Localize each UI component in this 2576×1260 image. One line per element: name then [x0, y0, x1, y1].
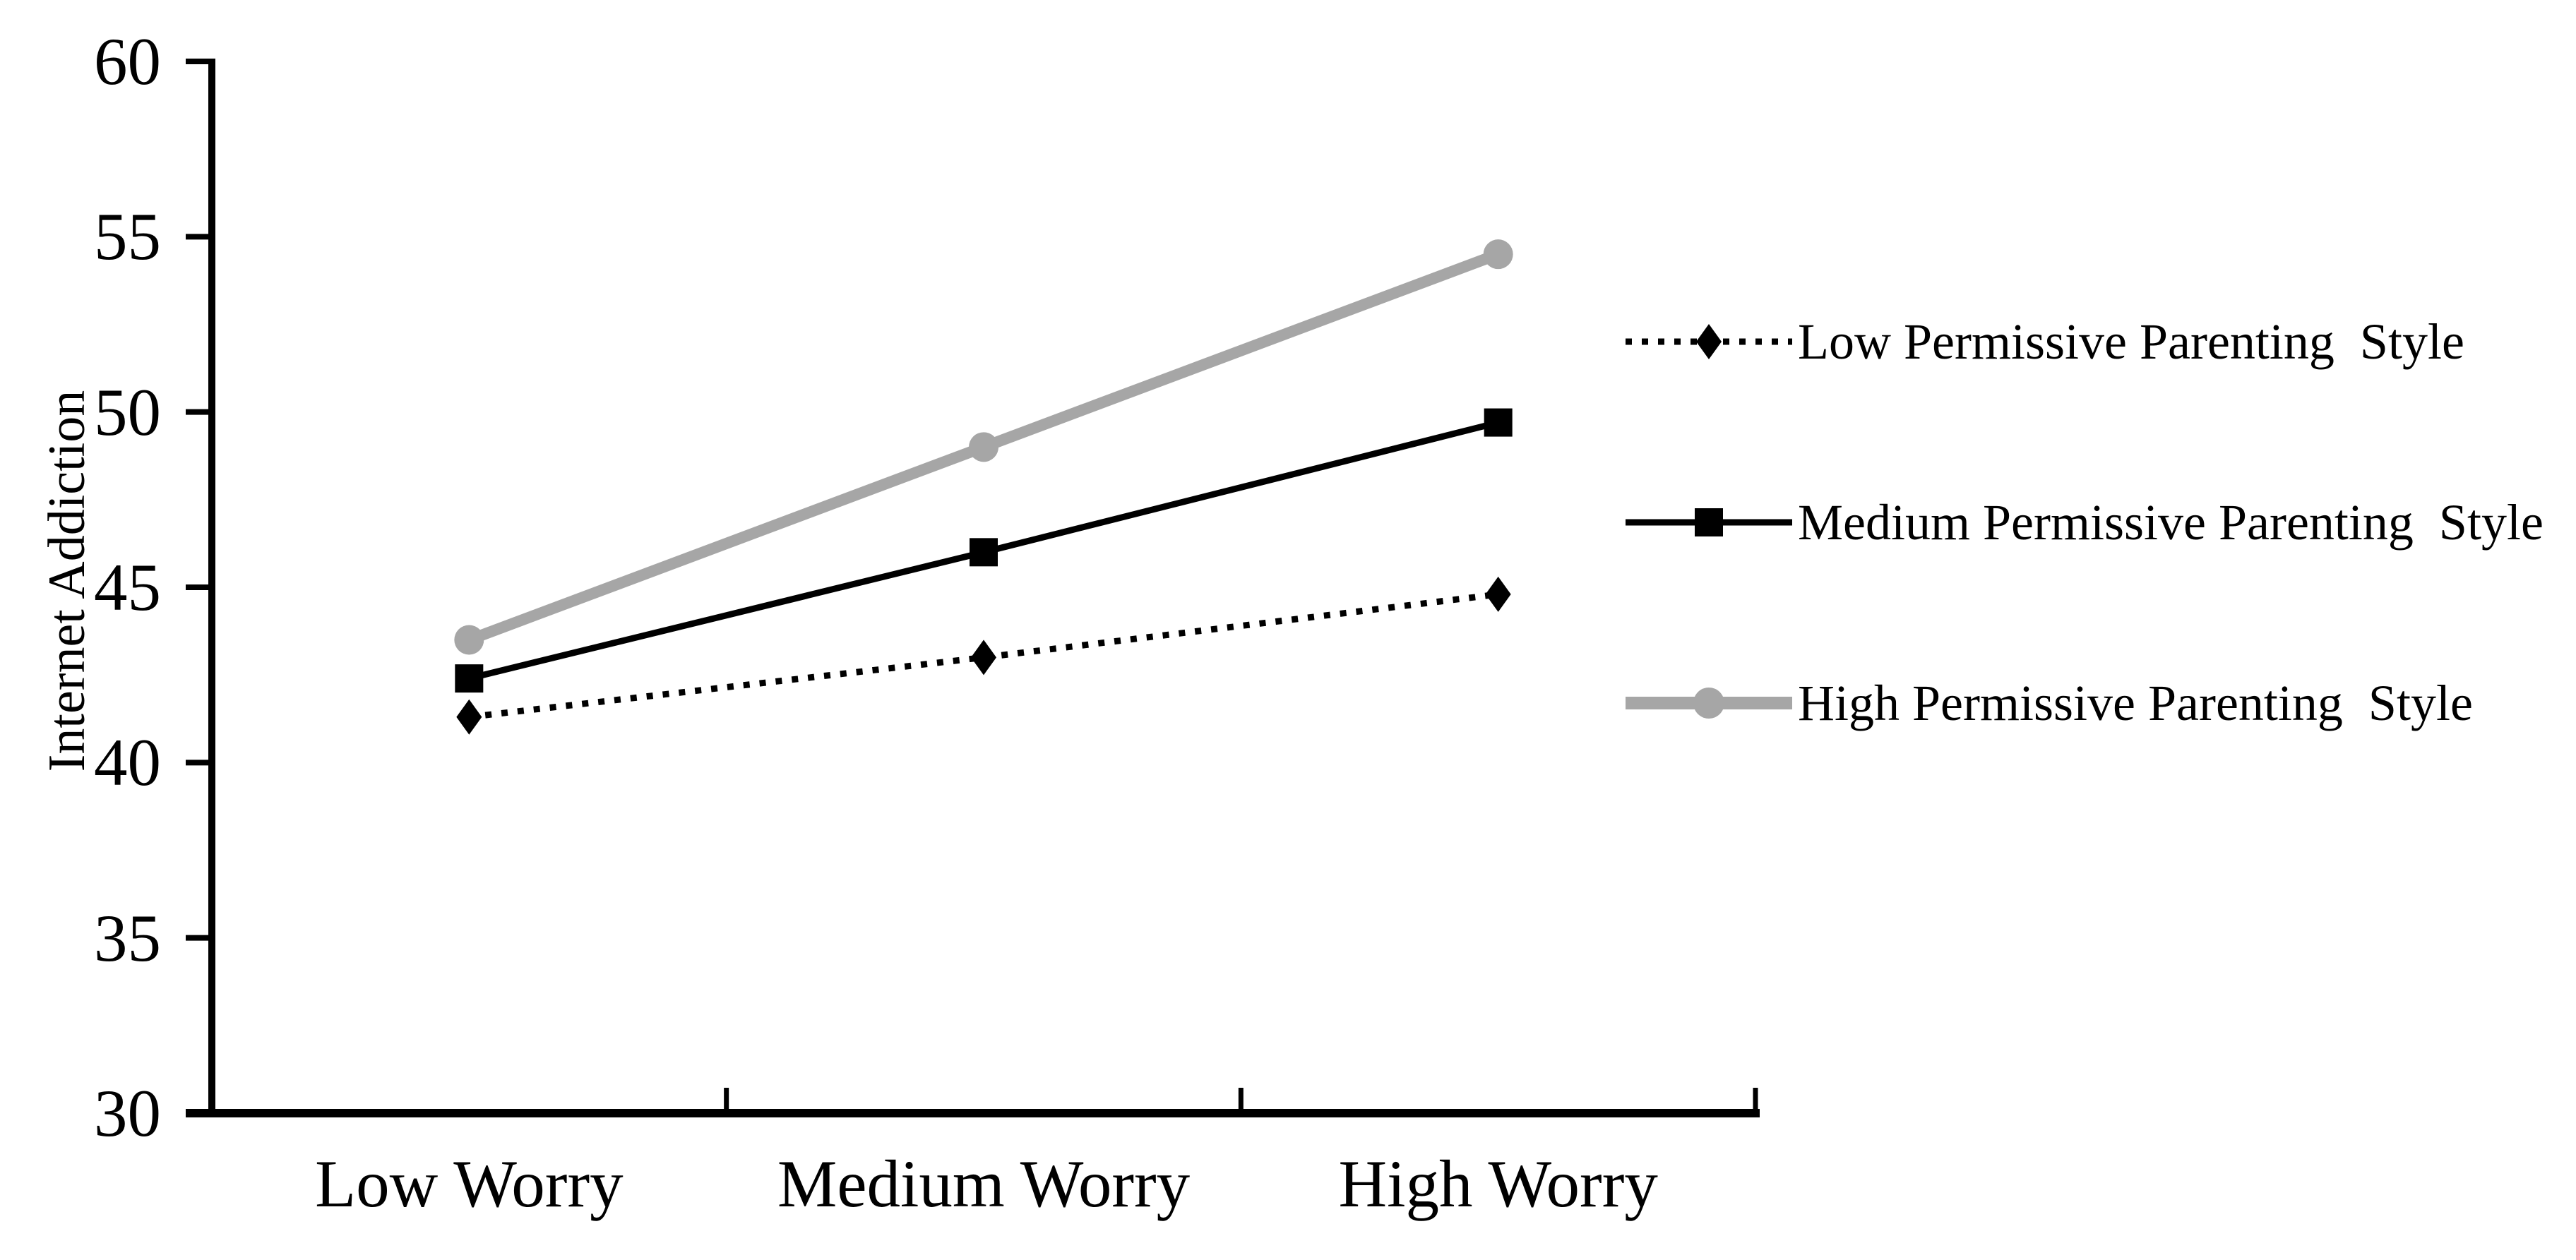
y-axis-title: Internet Addiction [38, 390, 96, 772]
series-line [468, 591, 1499, 721]
x-category-label: High Worry [1338, 1146, 1658, 1221]
legend-swatch [1626, 688, 1792, 719]
data-point-marker [971, 640, 996, 676]
data-point-marker [970, 538, 998, 567]
legend-marker-circle [1693, 688, 1724, 719]
data-point-marker [969, 432, 998, 462]
legend-item: High Permissive Parenting Style [1624, 666, 2473, 740]
legend-label: High Permissive Parenting Style [1798, 675, 2473, 731]
data-point-marker [1484, 408, 1513, 437]
data-point-marker [1485, 576, 1511, 612]
data-point-marker [454, 625, 484, 655]
legend-swatch [1626, 324, 1792, 359]
legend-label: Medium Permissive Parenting Style [1798, 494, 2544, 551]
y-tick-label: 45 [94, 550, 161, 625]
legend-marker-diamond [1696, 324, 1722, 359]
x-category-label: Medium Worry [777, 1146, 1191, 1221]
data-point-marker [456, 699, 482, 735]
legend-item: Low Permissive Parenting Style [1624, 305, 2464, 378]
y-tick-label: 35 [94, 900, 161, 976]
x-category-label: Low Worry [315, 1146, 624, 1221]
legend-swatch [1626, 508, 1792, 536]
y-tick-label: 50 [94, 374, 161, 450]
data-point-marker [455, 664, 484, 693]
y-tick-label: 60 [94, 24, 161, 99]
y-tick-label: 40 [94, 725, 161, 800]
y-tick-label: 55 [94, 199, 161, 275]
legend-marker-square [1695, 508, 1723, 536]
data-point-marker [1483, 239, 1513, 270]
legend-label: Low Permissive Parenting Style [1798, 313, 2464, 370]
legend-item: Medium Permissive Parenting Style [1624, 486, 2544, 559]
y-tick-label: 30 [94, 1076, 161, 1151]
